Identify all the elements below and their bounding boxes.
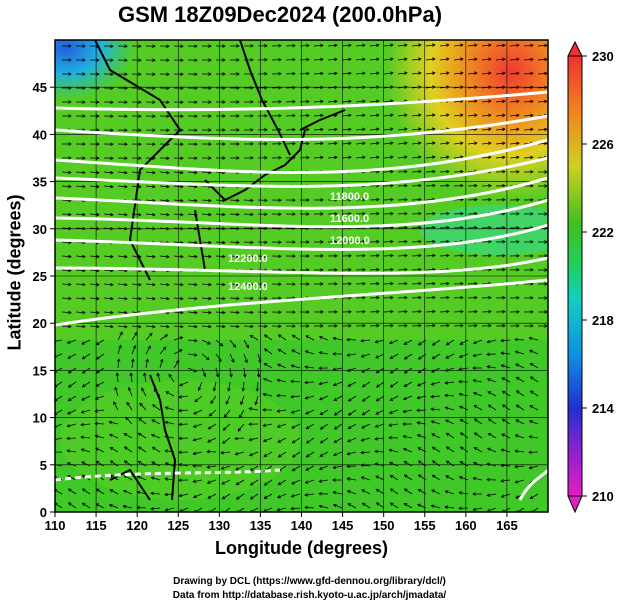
x-tick-label: 160 xyxy=(455,518,477,533)
colorbar-tick-label: 210 xyxy=(592,489,614,504)
x-tick-label: 130 xyxy=(208,518,230,533)
y-tick-label: 45 xyxy=(33,80,47,95)
y-tick-label: 5 xyxy=(40,458,47,473)
y-axis-ticks: 0 5 10 15 20 25 30 35 40 45 xyxy=(33,80,55,520)
contour-label: 12400.0 xyxy=(228,281,268,293)
credit-data: Data from http://database.rish.kyoto-u.a… xyxy=(172,590,447,601)
x-tick-label: 150 xyxy=(373,518,395,533)
colorbar xyxy=(567,55,583,497)
contour-label: 11600.0 xyxy=(330,213,369,225)
map-title: GSM 18Z09Dec2024 (200.0hPa) xyxy=(117,2,443,27)
contour-label: 12200.0 xyxy=(228,253,268,265)
x-tick-label: 125 xyxy=(167,518,189,533)
y-tick-label: 15 xyxy=(33,363,47,378)
colorbar-tick-label: 226 xyxy=(592,137,614,152)
colorbar-bottom-arrow xyxy=(567,495,583,514)
y-tick-label: 20 xyxy=(33,316,47,331)
colorbar-tick-label: 222 xyxy=(592,225,614,240)
colorbar-tick-label: 218 xyxy=(592,313,614,328)
colorbar-tick-label: 214 xyxy=(592,401,614,416)
y-tick-label: 10 xyxy=(33,411,47,426)
colorbar-ticks: 210 214 218 222 226 230 xyxy=(582,49,614,504)
contour-label: 12000.0 xyxy=(330,235,370,247)
y-tick-label: 35 xyxy=(33,175,47,190)
x-axis-ticks: 110 115 120 125 130 135 140 145 150 155 160 165 xyxy=(45,512,518,533)
y-tick-label: 0 xyxy=(40,505,47,520)
wind-vectors xyxy=(55,43,548,512)
x-tick-label: 140 xyxy=(291,518,313,533)
temperature-field xyxy=(55,40,548,512)
x-tick-label: 120 xyxy=(126,518,148,533)
x-tick-label: 165 xyxy=(496,518,518,533)
colorbar-tick-label: 230 xyxy=(592,49,614,64)
y-tick-label: 25 xyxy=(33,269,47,284)
x-tick-label: 115 xyxy=(86,518,107,533)
y-tick-label: 30 xyxy=(33,222,47,237)
x-axis-label: Longitude (degrees) xyxy=(214,538,388,558)
x-tick-label: 145 xyxy=(332,518,354,533)
lat-lon-grid xyxy=(55,40,548,512)
credit-drawing: Drawing by DCL (https://www.gfd-dennou.o… xyxy=(173,576,446,587)
x-tick-label: 110 xyxy=(45,518,66,533)
colorbar-top-arrow xyxy=(567,40,583,57)
contour-label: 11800.0 xyxy=(330,191,369,203)
geopotential-contours xyxy=(55,90,548,501)
x-tick-label: 155 xyxy=(414,518,436,533)
x-tick-label: 135 xyxy=(250,518,272,533)
y-tick-label: 40 xyxy=(33,127,47,142)
